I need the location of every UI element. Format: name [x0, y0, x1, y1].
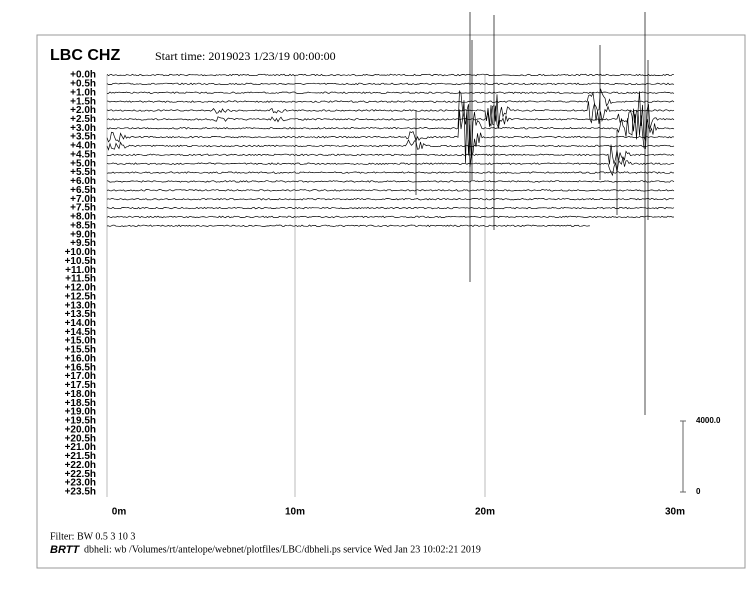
row-label: +21.5h [65, 451, 96, 462]
row-label: +3.0h [70, 123, 96, 134]
trace [106, 197, 675, 201]
row-label: +0.5h [70, 79, 96, 90]
x-tick-label: 0m [112, 507, 127, 518]
row-label: +3.5h [70, 132, 96, 143]
row-label: +4.5h [70, 149, 96, 160]
row-label: +8.0h [70, 212, 96, 223]
trace [106, 215, 675, 219]
trace [106, 139, 675, 151]
trace [106, 180, 675, 183]
filter: Filter: BW 0.5 3 10 3 [50, 531, 135, 542]
frame [36, 34, 746, 569]
station-title: LBC CHZ [50, 47, 120, 64]
row-label: +2.5h [70, 114, 96, 125]
row-label: +7.5h [70, 203, 96, 214]
row-label: +4.0h [70, 141, 96, 152]
trace [106, 144, 675, 165]
row-label: +9.5h [70, 238, 96, 249]
row-label: +1.5h [70, 96, 96, 107]
trace [106, 171, 674, 174]
row-label: +14.0h [65, 318, 96, 329]
row-label: +11.0h [65, 265, 96, 276]
row-label: +15.0h [65, 336, 96, 347]
row-label: +10.0h [65, 247, 96, 258]
row-label: +5.5h [70, 167, 96, 178]
row-label: +1.0h [70, 87, 96, 98]
x-tick-label: 10m [285, 507, 305, 518]
trace [106, 90, 675, 158]
row-label: +20.0h [65, 424, 96, 435]
trace [106, 189, 675, 192]
row-label: +13.5h [65, 309, 96, 320]
x-tick-label: 30m [665, 507, 685, 518]
trace [106, 82, 675, 86]
row-label: +9.0h [70, 229, 96, 240]
row-label: +21.0h [65, 442, 96, 453]
row-label: +5.0h [70, 158, 96, 169]
start-time: Start time: 2019023 1/23/19 00:00:00 [155, 49, 336, 63]
row-label: +20.5h [65, 433, 96, 444]
row-label: +7.0h [70, 194, 96, 205]
brand: BRTT [50, 544, 80, 556]
scale-top: 4000.0 [696, 416, 721, 425]
trace [106, 88, 675, 111]
trace [106, 100, 675, 168]
row-label: +12.5h [65, 291, 96, 302]
row-label: +6.0h [70, 176, 96, 187]
footer-info: dbheli: wb /Volumes/rt/antelope/webnet/p… [84, 544, 481, 555]
row-label: +14.5h [65, 327, 96, 338]
row-label: +23.5h [65, 487, 96, 498]
row-label: +11.5h [65, 274, 96, 285]
row-label: +16.0h [65, 353, 96, 364]
row-label: +8.5h [70, 220, 96, 231]
row-label: +12.0h [65, 283, 96, 294]
row-label: +23.0h [65, 478, 96, 489]
row-label: +17.5h [65, 380, 96, 391]
trace [106, 94, 675, 127]
row-label: +6.5h [70, 185, 96, 196]
trace [106, 91, 675, 141]
scale-bottom: 0 [696, 487, 701, 496]
row-label: +19.5h [65, 416, 96, 427]
row-label: +10.5h [65, 256, 96, 267]
row-label: +22.0h [65, 460, 96, 471]
row-label: +18.5h [65, 398, 96, 409]
row-label: +2.0h [70, 105, 96, 116]
row-label: +15.5h [65, 345, 96, 356]
row-label: +18.0h [65, 389, 96, 400]
x-tick-label: 20m [475, 507, 495, 518]
row-label: +19.0h [65, 407, 96, 418]
trace [107, 91, 675, 94]
trace [107, 224, 591, 228]
row-label: +17.0h [65, 371, 96, 382]
row-label: +0.0h [70, 70, 96, 81]
trace [106, 152, 675, 177]
trace [106, 73, 674, 77]
row-label: +13.0h [65, 300, 96, 311]
trace [106, 206, 675, 210]
row-label: +22.5h [65, 469, 96, 480]
row-label: +16.5h [65, 362, 96, 373]
